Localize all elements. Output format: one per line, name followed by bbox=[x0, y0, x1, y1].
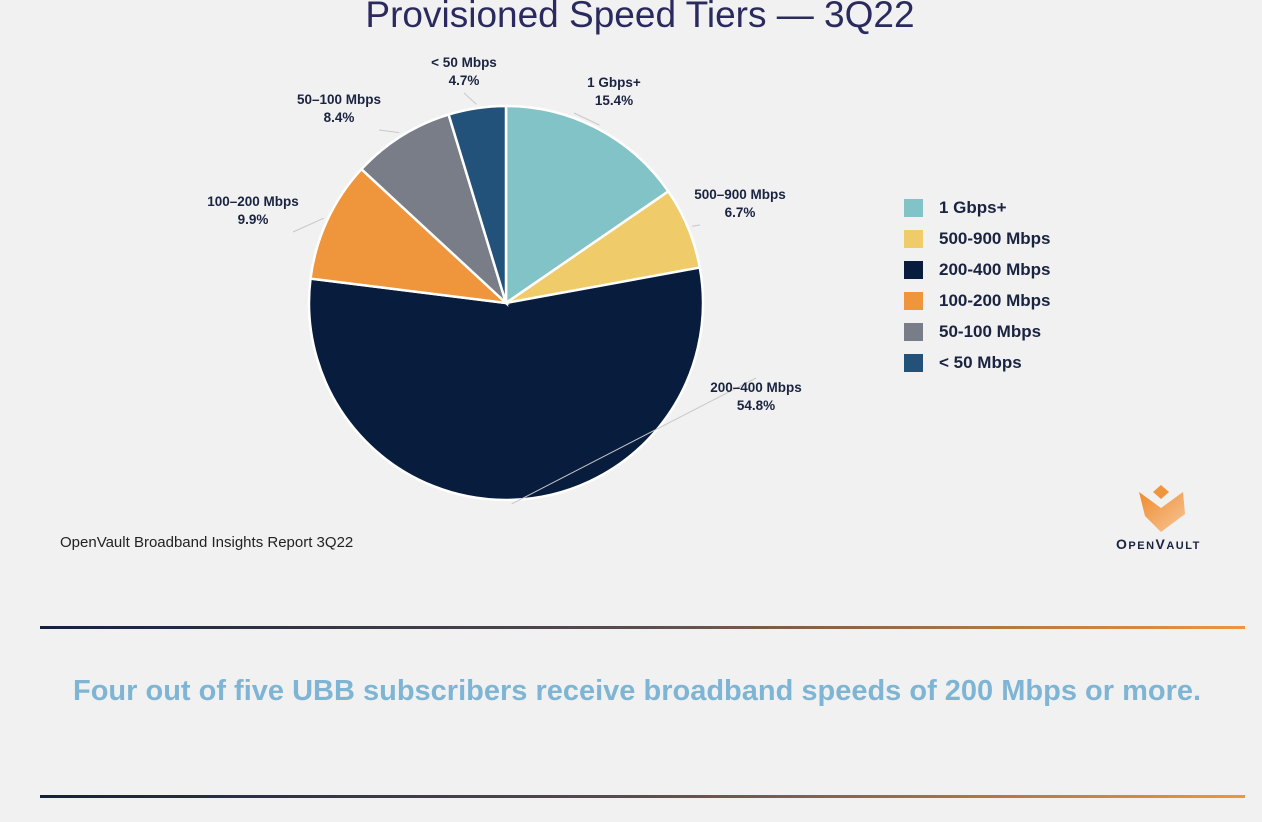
legend-item: < 50 Mbps bbox=[904, 347, 1051, 378]
slice-value-label: 9.9% bbox=[238, 212, 269, 227]
legend-swatch bbox=[904, 353, 923, 372]
legend: 1 Gbps+ 500-900 Mbps 200-400 Mbps 100-20… bbox=[904, 192, 1051, 378]
slice-value-label: 6.7% bbox=[725, 205, 756, 220]
leader-line bbox=[292, 217, 324, 233]
headline: Four out of five UBB subscribers receive… bbox=[73, 675, 1202, 707]
pie-slice bbox=[309, 167, 510, 305]
leader-line bbox=[463, 92, 477, 105]
legend-label: 50-100 Mbps bbox=[939, 321, 1042, 341]
slice-value-label: 8.4% bbox=[324, 110, 355, 125]
legend-label: 200-400 Mbps bbox=[939, 259, 1051, 279]
source-note: OpenVault Broadband Insights Report 3Q22 bbox=[60, 534, 354, 551]
legend-item: 200-400 Mbps bbox=[904, 254, 1051, 285]
slice-category-label: < 50 Mbps bbox=[431, 55, 497, 70]
leader-line bbox=[691, 224, 701, 227]
slice-category-label: 200–400 Mbps bbox=[710, 380, 802, 395]
logo-text: OPENVAULT bbox=[1116, 536, 1201, 552]
legend-item: 1 Gbps+ bbox=[904, 192, 1051, 223]
divider-bottom bbox=[40, 795, 1245, 798]
legend-item: 500-900 Mbps bbox=[904, 223, 1051, 254]
slice-category-label: 50–100 Mbps bbox=[297, 92, 381, 107]
legend-label: 1 Gbps+ bbox=[939, 197, 1007, 217]
legend-label: < 50 Mbps bbox=[939, 352, 1022, 372]
leader-line bbox=[511, 377, 757, 505]
legend-label: 500-900 Mbps bbox=[939, 228, 1051, 248]
divider-top bbox=[40, 626, 1245, 629]
legend-swatch bbox=[904, 322, 923, 341]
leader-line bbox=[573, 112, 600, 126]
leader-line bbox=[378, 129, 400, 134]
slice-value-label: 4.7% bbox=[449, 73, 480, 88]
legend-swatch bbox=[904, 291, 923, 310]
legend-label: 100-200 Mbps bbox=[939, 290, 1051, 310]
legend-swatch bbox=[904, 198, 923, 217]
slice-category-label: 100–200 Mbps bbox=[207, 194, 299, 209]
slice-category-label: 1 Gbps+ bbox=[587, 75, 641, 90]
legend-swatch bbox=[904, 260, 923, 279]
chart-title: Provisioned Speed Tiers — 3Q22 bbox=[365, 0, 915, 35]
pie-chart: 1 Gbps+ 15.4% 500–900 Mbps 6.7% 200–400 Mbps… bbox=[207, 55, 802, 505]
slice-category-label: 500–900 Mbps bbox=[694, 187, 786, 202]
pie-slice bbox=[359, 112, 509, 308]
pie-slice bbox=[307, 266, 705, 502]
pie-slice bbox=[504, 104, 671, 306]
legend-swatch bbox=[904, 229, 923, 248]
openvault-logo-icon bbox=[1139, 485, 1185, 532]
slice-value-label: 15.4% bbox=[595, 93, 633, 108]
slice-value-label: 54.8% bbox=[737, 398, 775, 413]
pie-slice bbox=[447, 104, 508, 304]
legend-item: 50-100 Mbps bbox=[904, 316, 1051, 347]
legend-item: 100-200 Mbps bbox=[904, 285, 1051, 316]
